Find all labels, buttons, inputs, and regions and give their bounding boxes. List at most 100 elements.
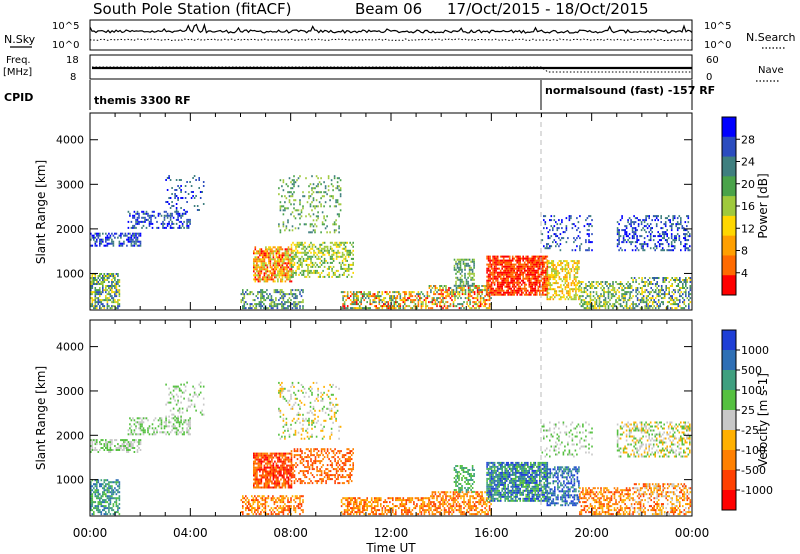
power-cell — [259, 276, 261, 279]
power-cell — [341, 253, 344, 256]
power-cell — [607, 293, 610, 296]
power-cell — [260, 291, 262, 294]
power-cell — [542, 255, 544, 258]
power-cell — [305, 177, 307, 180]
power-cell — [439, 301, 441, 304]
power-cell — [505, 269, 508, 272]
power-cell — [558, 237, 560, 240]
power-cell — [96, 289, 98, 292]
power-cell — [685, 295, 687, 298]
power-cell — [655, 215, 658, 218]
power-cell — [522, 281, 524, 284]
power-cell — [458, 287, 461, 289]
velocity-cell — [153, 431, 155, 434]
power-cell — [268, 254, 270, 257]
power-cell — [653, 301, 655, 304]
power-cell — [583, 301, 586, 304]
velocity-cell — [91, 493, 94, 496]
power-cell — [517, 259, 520, 262]
power-cell — [148, 222, 151, 225]
power-cell — [545, 287, 547, 290]
power-cell — [671, 297, 673, 300]
power-cell — [547, 235, 550, 238]
power-cell — [598, 305, 601, 308]
velocity-cell — [91, 479, 94, 482]
power-cell — [504, 269, 506, 272]
power-cell — [591, 285, 593, 287]
power-cell — [293, 305, 295, 308]
power-cell — [490, 267, 493, 270]
power-cell — [253, 262, 255, 265]
power-cell — [324, 219, 327, 222]
power-cell — [482, 285, 485, 287]
velocity-cell — [96, 439, 98, 442]
power-cell — [332, 251, 335, 254]
power-cell — [674, 303, 676, 306]
power-cell — [279, 297, 282, 300]
power-cell — [688, 295, 690, 298]
power-cell — [546, 275, 549, 278]
power-cell — [564, 276, 567, 279]
power-cell — [142, 212, 145, 215]
power-cell — [583, 291, 586, 294]
power-cell — [309, 195, 312, 198]
power-cell — [265, 256, 267, 259]
power-cell — [422, 303, 424, 306]
power-cell — [493, 265, 496, 268]
power-cell — [340, 243, 342, 246]
power-cell — [550, 215, 553, 218]
power-cell — [481, 303, 483, 306]
power-cell — [568, 215, 571, 218]
power-cell — [559, 239, 562, 242]
power-cell — [493, 291, 496, 294]
power-cell — [329, 257, 332, 260]
power-cell — [332, 185, 334, 188]
power-cell — [558, 219, 560, 222]
power-cell — [476, 285, 479, 287]
velocity-cell — [186, 381, 188, 384]
power-cell — [567, 290, 570, 293]
velocity-cell — [109, 507, 112, 510]
power-cell — [675, 223, 677, 226]
power-cell — [380, 295, 382, 298]
power-cell — [383, 303, 385, 306]
power-cell — [254, 278, 257, 281]
power-cell — [545, 293, 547, 296]
power-cell — [296, 209, 298, 212]
power-cell — [94, 287, 97, 289]
power-cell — [642, 281, 645, 283]
power-cell — [654, 243, 656, 246]
power-cell — [308, 191, 310, 194]
power-cell — [425, 299, 427, 302]
power-cell — [592, 281, 595, 283]
power-cell — [520, 293, 523, 296]
power-cell — [591, 233, 593, 236]
power-cell — [511, 273, 514, 276]
power-cell — [323, 241, 326, 244]
power-cell — [638, 303, 640, 306]
power-cell — [430, 291, 432, 294]
power-cell — [377, 293, 379, 296]
power-cell — [566, 276, 568, 279]
velocity-cell — [108, 491, 110, 494]
power-cell — [586, 249, 589, 252]
power-cell — [533, 269, 535, 272]
power-cell — [423, 295, 426, 298]
power-cell — [471, 276, 474, 279]
power-cell — [337, 275, 339, 278]
power-cell — [630, 287, 633, 289]
velocity-cell — [133, 439, 136, 442]
power-cell — [642, 291, 645, 294]
power-cell — [530, 293, 532, 296]
power-cell — [293, 263, 296, 266]
power-cell — [609, 299, 611, 302]
power-cell — [346, 295, 349, 298]
power-cell — [573, 284, 576, 287]
power-cell — [289, 276, 291, 279]
power-cell — [458, 291, 461, 294]
power-cell — [545, 281, 547, 284]
power-cell — [460, 307, 462, 310]
power-cell — [467, 258, 469, 261]
power-cell — [577, 227, 580, 230]
